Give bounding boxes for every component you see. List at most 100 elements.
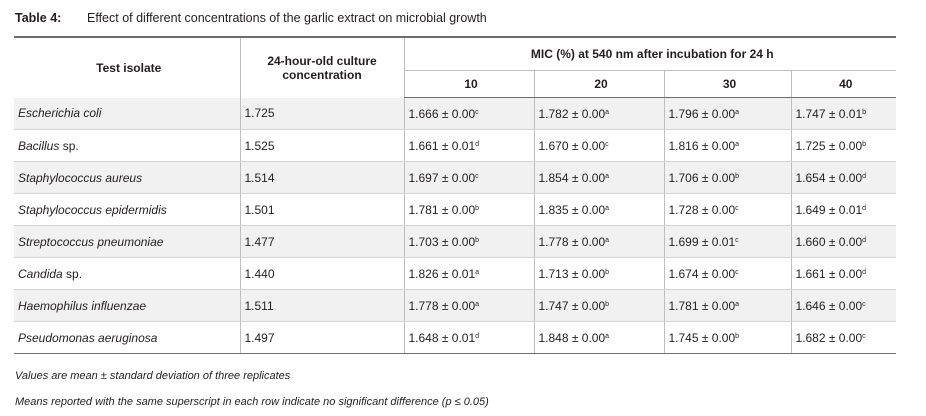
isolate-name: Haemophilus influenzae xyxy=(14,289,240,322)
isolate-name: Pseudomonas aeruginosa xyxy=(14,321,240,354)
culture-concentration-value: 1.501 xyxy=(239,193,404,226)
mic-value: 1.745 ± 0.00 xyxy=(668,330,736,345)
mic-value-cell: 1.747 ± 0.01b xyxy=(790,97,897,130)
mic-value-cell: 1.648 ± 0.01d xyxy=(403,321,534,354)
footnote-superscript: Means reported with the same superscript… xyxy=(15,396,489,408)
table-body: Escherichia coli 1.725 1.666 ± 0.00c 1.782 … xyxy=(14,97,897,354)
mic-value-cell: 1.649 ± 0.01d xyxy=(790,193,897,226)
significance-superscript: a xyxy=(475,268,480,276)
significance-superscript: b xyxy=(735,332,740,340)
header-mic-30: 30 xyxy=(663,70,791,98)
mic-value-cell: 1.781 ± 0.00b xyxy=(403,193,534,226)
significance-superscript: b xyxy=(605,300,610,308)
mic-value: 1.670 ± 0.00 xyxy=(538,138,606,153)
isolate-name: Staphylococcus aureus xyxy=(14,161,240,194)
culture-concentration-value: 1.477 xyxy=(239,225,404,258)
isolate-name: Bacillus sp. xyxy=(14,129,240,162)
significance-superscript: c xyxy=(475,108,479,116)
mic-value-cell: 1.706 ± 0.00b xyxy=(663,161,791,194)
isolate-genus: Staphylococcus epidermidis xyxy=(18,202,167,217)
significance-superscript: a xyxy=(605,236,610,244)
mic-value: 1.646 ± 0.00 xyxy=(795,298,863,313)
isolate-genus: Staphylococcus aureus xyxy=(18,170,143,185)
table-row: Escherichia coli 1.725 1.666 ± 0.00c 1.782 … xyxy=(14,97,897,130)
isolate-suffix: sp. xyxy=(59,138,79,153)
significance-superscript: d xyxy=(475,140,480,148)
mic-value: 1.661 ± 0.00 xyxy=(795,266,863,281)
significance-superscript: b xyxy=(475,204,480,212)
mic-value: 1.778 ± 0.00 xyxy=(408,298,476,313)
table-caption: Table 4: Effect of different concentratio… xyxy=(15,11,487,25)
table-header: Test isolate 24-hour-old culture concent… xyxy=(14,36,897,98)
mic-value-cell: 1.747 ± 0.00b xyxy=(533,289,664,322)
significance-superscript: c xyxy=(475,172,479,180)
mic-value: 1.682 ± 0.00 xyxy=(795,330,863,345)
significance-superscript: b xyxy=(735,172,740,180)
significance-superscript: d xyxy=(862,204,867,212)
mic-value: 1.648 ± 0.01 xyxy=(408,330,476,345)
culture-concentration-value: 1.514 xyxy=(239,161,404,194)
mic-value-cell: 1.745 ± 0.00b xyxy=(663,321,791,354)
culture-concentration-value: 1.511 xyxy=(239,289,404,322)
table-number: Table 4: xyxy=(15,11,62,25)
header-mic-group: MIC (%) at 540 nm after incubation for 2… xyxy=(403,36,897,71)
culture-concentration-value: 1.525 xyxy=(239,129,404,162)
mic-value-cell: 1.848 ± 0.00a xyxy=(533,321,664,354)
mic-value: 1.816 ± 0.00 xyxy=(668,138,736,153)
mic-value: 1.654 ± 0.00 xyxy=(795,170,863,185)
mic-value: 1.666 ± 0.00 xyxy=(408,106,476,121)
footnote-mean-sd: Values are mean ± standard deviation of … xyxy=(15,370,291,382)
header-mic-20: 20 xyxy=(533,70,664,98)
header-culture-concentration: 24-hour-old culture concentration xyxy=(239,36,404,98)
table-row: Candida sp. 1.440 1.826 ± 0.01a 1.713 ± 0.0… xyxy=(14,257,897,290)
header-mic-10: 10 xyxy=(403,70,534,98)
significance-superscript: c xyxy=(862,332,866,340)
significance-superscript: a xyxy=(605,332,610,340)
mic-value-cell: 1.854 ± 0.00a xyxy=(533,161,664,194)
table-row: Bacillus sp. 1.525 1.661 ± 0.01d 1.670 ± 0.… xyxy=(14,129,897,162)
mic-value: 1.661 ± 0.01 xyxy=(408,138,476,153)
isolate-genus: Haemophilus influenzae xyxy=(18,298,147,313)
significance-superscript: c xyxy=(735,236,739,244)
isolate-genus: Streptococcus pneumoniae xyxy=(18,234,164,249)
culture-concentration-value: 1.497 xyxy=(239,321,404,354)
significance-superscript: d xyxy=(862,268,867,276)
mic-table: Test isolate 24-hour-old culture concent… xyxy=(14,36,897,354)
mic-value: 1.747 ± 0.00 xyxy=(538,298,606,313)
header-mic-40: 40 xyxy=(790,70,897,98)
significance-superscript: b xyxy=(862,108,867,116)
header-test-isolate: Test isolate xyxy=(14,36,240,98)
mic-value: 1.674 ± 0.00 xyxy=(668,266,736,281)
significance-superscript: d xyxy=(862,236,867,244)
mic-value: 1.699 ± 0.01 xyxy=(668,234,736,249)
mic-value-cell: 1.796 ± 0.00a xyxy=(663,97,791,130)
mic-value: 1.713 ± 0.00 xyxy=(538,266,606,281)
significance-superscript: a xyxy=(735,108,740,116)
isolate-genus: Escherichia coli xyxy=(18,106,102,121)
table-row: Staphylococcus epidermidis 1.501 1.781 ± 0… xyxy=(14,193,897,226)
mic-value-cell: 1.666 ± 0.00c xyxy=(403,97,534,130)
mic-value: 1.781 ± 0.00 xyxy=(408,202,476,217)
mic-value: 1.796 ± 0.00 xyxy=(668,106,736,121)
significance-superscript: b xyxy=(475,236,480,244)
significance-superscript: a xyxy=(475,300,480,308)
mic-value: 1.747 ± 0.01 xyxy=(795,106,863,121)
mic-value: 1.706 ± 0.00 xyxy=(668,170,736,185)
mic-value-cell: 1.728 ± 0.00c xyxy=(663,193,791,226)
mic-value-cell: 1.778 ± 0.00a xyxy=(533,225,664,258)
mic-value-cell: 1.697 ± 0.00c xyxy=(403,161,534,194)
mic-value: 1.728 ± 0.00 xyxy=(668,202,736,217)
mic-value: 1.854 ± 0.00 xyxy=(538,170,606,185)
table-row: Staphylococcus aureus 1.514 1.697 ± 0.00c 1… xyxy=(14,161,897,194)
isolate-name: Streptococcus pneumoniae xyxy=(14,225,240,258)
mic-value-cell: 1.670 ± 0.00c xyxy=(533,129,664,162)
mic-value: 1.649 ± 0.01 xyxy=(795,202,863,217)
significance-superscript: a xyxy=(735,140,740,148)
mic-value-cell: 1.713 ± 0.00b xyxy=(533,257,664,290)
significance-superscript: a xyxy=(605,172,610,180)
isolate-name: Escherichia coli xyxy=(14,97,240,130)
mic-value-cell: 1.654 ± 0.00d xyxy=(790,161,897,194)
mic-value-cell: 1.782 ± 0.00a xyxy=(533,97,664,130)
significance-superscript: c xyxy=(735,204,739,212)
table-title: Effect of different concentrations of th… xyxy=(87,11,487,25)
